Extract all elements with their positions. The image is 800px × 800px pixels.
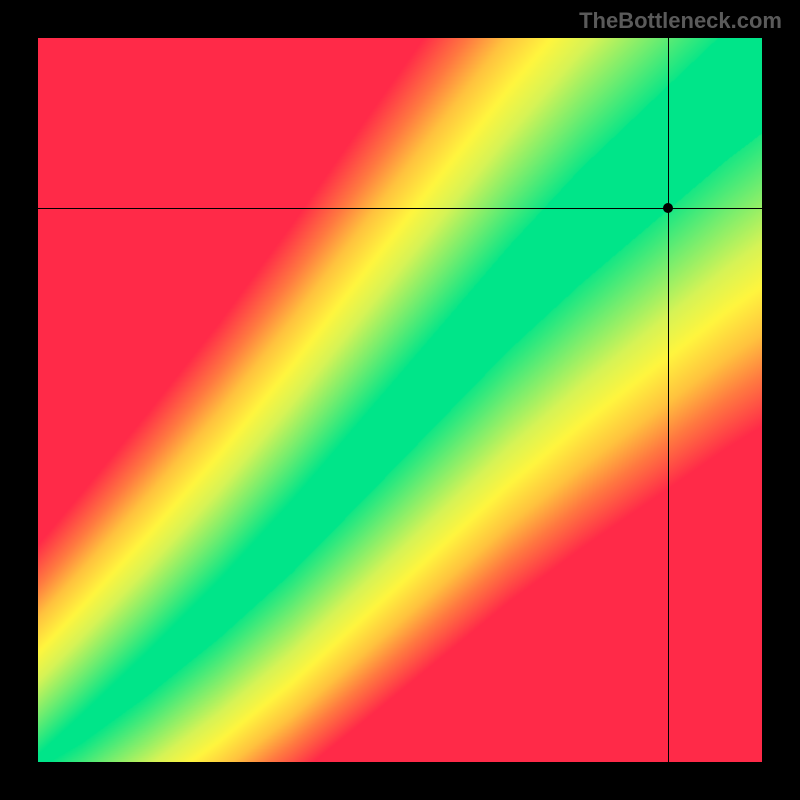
watermark-text: TheBottleneck.com <box>579 8 782 34</box>
heatmap-canvas <box>38 38 762 762</box>
crosshair-vertical <box>668 38 669 762</box>
bottleneck-heatmap <box>38 38 762 762</box>
crosshair-horizontal <box>38 208 762 209</box>
crosshair-marker-dot <box>663 203 673 213</box>
